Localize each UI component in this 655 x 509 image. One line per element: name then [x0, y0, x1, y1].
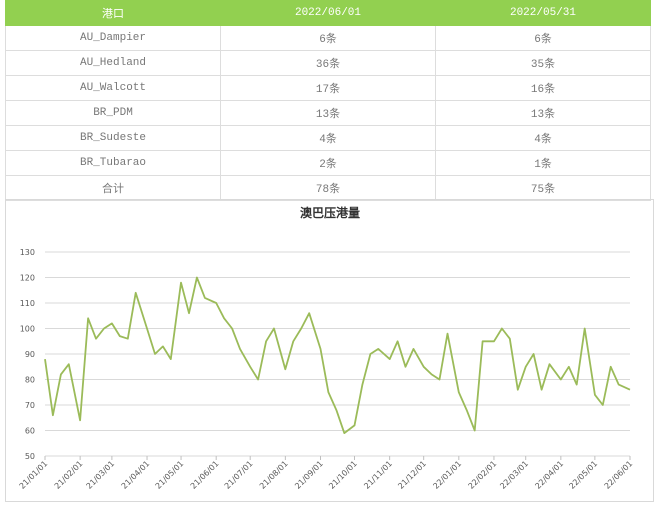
y-tick-label: 60	[25, 427, 35, 436]
table-cell: 1条	[435, 150, 651, 176]
x-tick-label: 21/10/01	[327, 459, 359, 491]
table-row: AU_Dampier 6条 6条	[5, 25, 651, 51]
x-tick-label: 21/06/01	[189, 459, 221, 491]
table-cell: 4条	[220, 125, 436, 151]
x-tick-label: 21/04/01	[120, 459, 152, 491]
table-cell: 35条	[435, 50, 651, 76]
table-cell: 75条	[435, 175, 651, 201]
table-cell: 78条	[220, 175, 436, 201]
table-cell: 13条	[220, 100, 436, 126]
x-tick-label: 22/04/01	[533, 459, 565, 491]
table-cell: AU_Dampier	[5, 25, 221, 51]
header-cell: 2022/05/31	[435, 0, 651, 26]
table-cell: 6条	[220, 25, 436, 51]
y-tick-label: 90	[25, 350, 35, 359]
x-tick-label: 22/02/01	[467, 459, 499, 491]
x-tick-label: 21/08/01	[258, 459, 290, 491]
chart-box: 澳巴压港量 50 60 70 80 90 100 110 120 130 21/01/01 21/0…	[5, 199, 654, 502]
header-cell: 港口	[5, 0, 221, 26]
table-cell: 13条	[435, 100, 651, 126]
table-row: 合计 78条 75条	[5, 175, 651, 201]
table-row: BR_Tubarao 2条 1条	[5, 150, 651, 176]
x-tick-label: 22/03/01	[498, 459, 530, 491]
x-tick-label: 22/06/01	[603, 459, 635, 491]
x-tick-label: 21/12/01	[396, 459, 428, 491]
x-tick-label: 22/01/01	[431, 459, 463, 491]
table-cell: 6条	[435, 25, 651, 51]
table-cell: 4条	[435, 125, 651, 151]
table-cell: BR_Tubarao	[5, 150, 221, 176]
table-row: BR_Sudeste 4条 4条	[5, 125, 651, 151]
table-row: AU_Hedland 36条 35条	[5, 50, 651, 76]
table-cell: BR_PDM	[5, 100, 221, 126]
series-line	[44, 276, 631, 434]
y-tick-label: 100	[20, 325, 35, 334]
x-tick-label: 21/09/01	[293, 459, 325, 491]
x-tick-label: 21/07/01	[223, 459, 255, 491]
x-tick-label: 21/11/01	[362, 459, 394, 491]
table-cell: 16条	[435, 75, 651, 101]
table-cell: 36条	[220, 50, 436, 76]
header-row: 港口 2022/06/01 2022/05/31	[5, 0, 651, 26]
y-tick-label: 50	[25, 452, 35, 461]
y-tick-label: 130	[20, 248, 35, 257]
x-tick-label: 21/03/01	[85, 459, 117, 491]
chart-title: 澳巴压港量	[300, 205, 360, 220]
x-tick-label: 21/01/01	[18, 459, 50, 491]
table-cell: BR_Sudeste	[5, 125, 221, 151]
table-cell: AU_Walcott	[5, 75, 221, 101]
table-cell: 2条	[220, 150, 436, 176]
y-tick-label: 120	[20, 274, 35, 283]
header-cell: 2022/06/01	[220, 0, 436, 26]
x-tick-label: 21/05/01	[154, 459, 186, 491]
x-tick-label: 21/02/01	[53, 459, 85, 491]
y-tick-label: 80	[25, 376, 35, 385]
y-tick-label: 110	[20, 299, 35, 308]
table-cell: 17条	[220, 75, 436, 101]
x-tick-label: 22/05/01	[567, 459, 599, 491]
table-cell: AU_Hedland	[5, 50, 221, 76]
port-table: 港口 2022/06/01 2022/05/31 AU_Dampier 6条 6条 AU_H…	[5, 0, 651, 201]
table-row: BR_PDM 13条 13条	[5, 100, 651, 126]
table-cell: 合计	[5, 175, 221, 201]
y-tick-label: 70	[25, 401, 35, 410]
table-row: AU_Walcott 17条 16条	[5, 75, 651, 101]
